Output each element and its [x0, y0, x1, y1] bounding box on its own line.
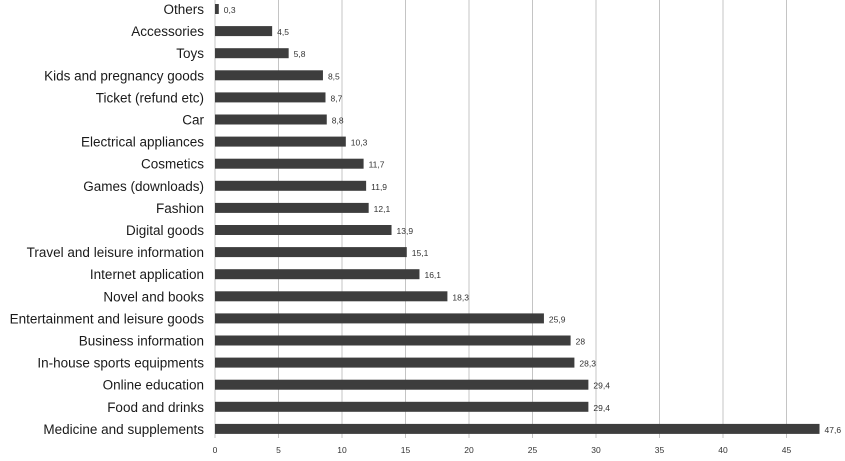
bar-19 [215, 423, 820, 434]
value-label-17: 29,4 [593, 381, 610, 391]
bar-14 [215, 313, 544, 324]
x-axis-tick-labels: 0 5 10 15 20 25 30 35 40 45 [213, 445, 792, 455]
value-label-7: 11,7 [369, 160, 385, 170]
category-label-11: Travel and leisure information [27, 245, 204, 260]
value-label-11: 15,1 [412, 248, 429, 258]
value-label-13: 18,3 [452, 292, 469, 302]
category-label-2: Toys [176, 46, 204, 61]
bar-11 [215, 247, 407, 258]
x-tick-label-25: 25 [528, 445, 538, 455]
x-tick-label-10: 10 [337, 445, 347, 455]
bar-10 [215, 225, 392, 235]
category-label-4: Ticket (refund etc) [96, 90, 204, 105]
category-label-8: Games (downloads) [83, 179, 204, 194]
bar-1 [215, 26, 273, 37]
category-label-16: In-house sports equipments [37, 356, 204, 371]
value-label-5: 8,8 [332, 116, 344, 126]
bars-group [215, 4, 820, 434]
category-label-0: Others [163, 2, 204, 17]
x-tick-label-15: 15 [401, 445, 411, 455]
bar-13 [215, 291, 448, 302]
value-label-3: 8,5 [328, 71, 340, 81]
x-tick-label-0: 0 [213, 445, 218, 455]
bar-15 [215, 335, 571, 346]
category-label-6: Electrical appliances [81, 135, 204, 150]
category-label-15: Business information [79, 334, 204, 349]
category-label-17: Online education [103, 378, 204, 393]
bar-16 [215, 357, 575, 368]
category-label-12: Internet application [90, 267, 204, 282]
category-label-9: Fashion [156, 201, 204, 216]
category-labels: Others Accessories Toys Kids and pregnancy … [10, 2, 205, 437]
bar-12 [215, 269, 420, 280]
value-label-1: 4,5 [277, 27, 289, 37]
bar-6 [215, 136, 346, 147]
value-label-12: 16,1 [424, 270, 441, 280]
value-label-16: 28,3 [579, 359, 596, 369]
category-label-3: Kids and pregnancy goods [44, 68, 204, 83]
x-tick-label-20: 20 [464, 445, 474, 455]
value-label-14: 25,9 [549, 314, 566, 324]
category-label-10: Digital goods [126, 223, 204, 238]
value-label-19: 47,6 [825, 425, 842, 435]
bar-8 [215, 180, 367, 191]
value-label-0: 0,3 [224, 5, 236, 15]
category-label-7: Cosmetics [141, 157, 204, 172]
bar-4 [215, 92, 326, 103]
category-label-5: Car [182, 113, 204, 128]
category-label-14: Entertainment and leisure goods [10, 311, 205, 326]
bar-2 [215, 48, 289, 59]
x-tick-label-5: 5 [276, 445, 281, 455]
category-label-18: Food and drinks [107, 400, 204, 415]
category-label-13: Novel and books [103, 289, 204, 304]
value-label-8: 11,9 [371, 182, 387, 192]
value-label-6: 10,3 [351, 138, 368, 148]
x-tick-label-35: 35 [655, 445, 665, 455]
bar-7 [215, 158, 364, 169]
value-label-18: 29,4 [593, 403, 610, 413]
category-label-1: Accessories [131, 24, 204, 39]
value-label-15: 28 [576, 337, 586, 347]
bar-3 [215, 70, 323, 81]
x-tick-label-45: 45 [782, 445, 792, 455]
x-tick-label-40: 40 [718, 445, 728, 455]
value-label-9: 12,1 [374, 204, 391, 214]
bar-18 [215, 401, 589, 412]
bar-9 [215, 202, 369, 213]
bar-5 [215, 114, 327, 125]
x-tick-label-30: 30 [591, 445, 601, 455]
grid-lines [214, 0, 787, 438]
bar-0 [215, 4, 219, 14]
value-label-10: 13,9 [397, 226, 414, 236]
value-label-4: 8,7 [330, 93, 342, 103]
category-label-19: Medicine and supplements [43, 422, 204, 437]
value-labels: 0,3 4,5 5,8 8,5 8,7 8,8 10,3 11,7 11,9 12,1 13,9 15… [224, 5, 842, 435]
value-label-2: 5,8 [294, 49, 306, 59]
bar-17 [215, 379, 589, 390]
